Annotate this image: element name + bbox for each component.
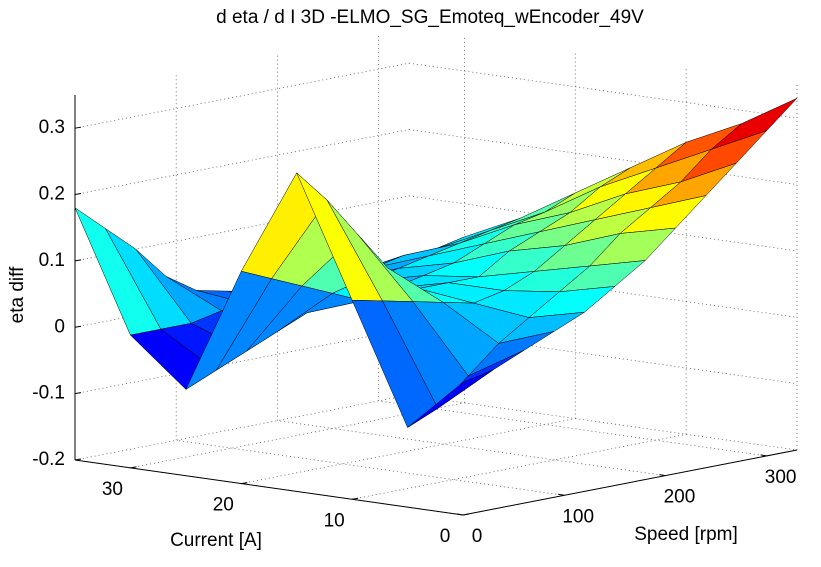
grid-line <box>408 394 798 451</box>
grid-line <box>277 420 666 477</box>
x-tick-label: 0 <box>472 526 483 547</box>
tick-mark <box>659 474 666 477</box>
surface-patch <box>407 369 494 428</box>
z-axis-label: eta diff <box>7 266 28 323</box>
z-tick-label: 0.1 <box>39 250 65 271</box>
tick-mark <box>456 513 464 516</box>
tick-mark <box>74 193 82 196</box>
tick-mark <box>760 454 767 457</box>
tick-mark <box>74 458 82 461</box>
x-tick-label: 300 <box>765 467 797 488</box>
x-tick-label: 100 <box>562 506 594 527</box>
grid-line <box>241 418 576 484</box>
tick-mark <box>74 126 82 129</box>
y-axis-label: Current [A] <box>170 530 262 551</box>
tick-mark <box>462 513 470 516</box>
z-tick-label: 0.3 <box>39 117 65 138</box>
y-tick-label: 10 <box>324 510 345 531</box>
chart-title: d eta / d I 3D -ELMO_SG_Emoteq_wEncoder_… <box>216 7 644 28</box>
grid-line <box>74 62 410 129</box>
y-tick-label: 20 <box>213 495 234 516</box>
tick-mark <box>74 259 82 262</box>
z-tick-label: -0.1 <box>32 383 65 404</box>
y-tick-label: 30 <box>102 479 123 500</box>
tick-mark <box>74 392 82 395</box>
grid-line <box>176 439 565 496</box>
grid-line <box>408 62 798 119</box>
axis-line <box>74 459 464 516</box>
x-tick-label: 200 <box>664 487 696 508</box>
z-tick-label: 0 <box>54 316 65 337</box>
x-axis-label: Speed [rpm] <box>634 524 738 545</box>
grid-line <box>74 394 410 461</box>
tick-mark <box>241 482 248 485</box>
grid-line <box>130 402 465 469</box>
tick-mark <box>130 466 137 469</box>
tick-mark <box>558 493 565 496</box>
tick-mark <box>74 325 82 328</box>
grid-line <box>74 328 410 395</box>
grid-line <box>74 129 410 195</box>
y-tick-label: 0 <box>440 526 451 547</box>
tick-mark <box>352 497 359 500</box>
z-tick-label: -0.2 <box>32 449 65 470</box>
axis-line <box>462 449 798 516</box>
grid-line <box>352 433 687 500</box>
z-tick-label: 0.2 <box>39 184 65 205</box>
